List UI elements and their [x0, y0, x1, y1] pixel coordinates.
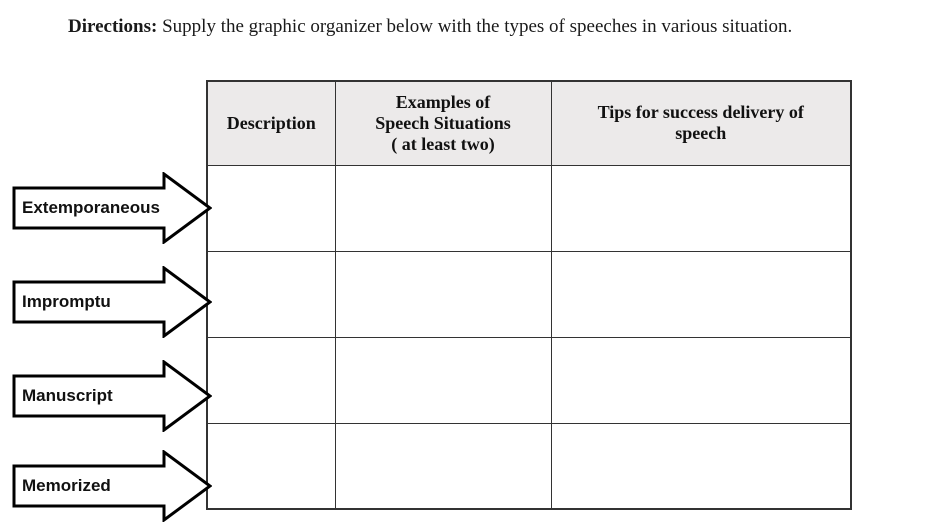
arrow-label: Impromptu	[22, 292, 111, 312]
header-description: Description	[207, 81, 335, 165]
table-row	[207, 337, 851, 423]
header-tips-line2: speech	[558, 123, 845, 144]
directions-label: Directions:	[68, 16, 157, 37]
header-examples-line3: ( at least two)	[342, 134, 545, 155]
cell-examples[interactable]	[335, 251, 551, 337]
header-examples-line2: Speech Situations	[342, 113, 545, 134]
table-row	[207, 423, 851, 509]
organizer-table: Description Examples of Speech Situation…	[206, 80, 852, 510]
graphic-organizer: Description Examples of Speech Situation…	[10, 80, 920, 520]
cell-tips[interactable]	[551, 423, 851, 509]
table-row	[207, 251, 851, 337]
cell-description[interactable]	[207, 423, 335, 509]
cell-examples[interactable]	[335, 337, 551, 423]
header-tips: Tips for success delivery of speech	[551, 81, 851, 165]
cell-tips[interactable]	[551, 337, 851, 423]
cell-examples[interactable]	[335, 423, 551, 509]
arrow-label: Extemporaneous	[22, 198, 160, 218]
table-row	[207, 165, 851, 251]
row-arrow-memorized: Memorized	[12, 450, 212, 522]
cell-tips[interactable]	[551, 251, 851, 337]
cell-tips[interactable]	[551, 165, 851, 251]
table-header-row: Description Examples of Speech Situation…	[207, 81, 851, 165]
directions-body: Supply the graphic organizer below with …	[162, 16, 792, 37]
row-arrow-impromptu: Impromptu	[12, 266, 212, 338]
arrow-label: Memorized	[22, 476, 111, 496]
cell-description[interactable]	[207, 337, 335, 423]
row-arrow-extemporaneous: Extemporaneous	[12, 172, 212, 244]
directions-text: Directions: Supply the graphic organizer…	[68, 14, 929, 41]
cell-examples[interactable]	[335, 165, 551, 251]
header-examples: Examples of Speech Situations ( at least…	[335, 81, 551, 165]
row-arrow-manuscript: Manuscript	[12, 360, 212, 432]
header-tips-line1: Tips for success delivery of	[558, 102, 845, 123]
header-examples-line1: Examples of	[342, 92, 545, 113]
arrow-label: Manuscript	[22, 386, 113, 406]
cell-description[interactable]	[207, 251, 335, 337]
cell-description[interactable]	[207, 165, 335, 251]
